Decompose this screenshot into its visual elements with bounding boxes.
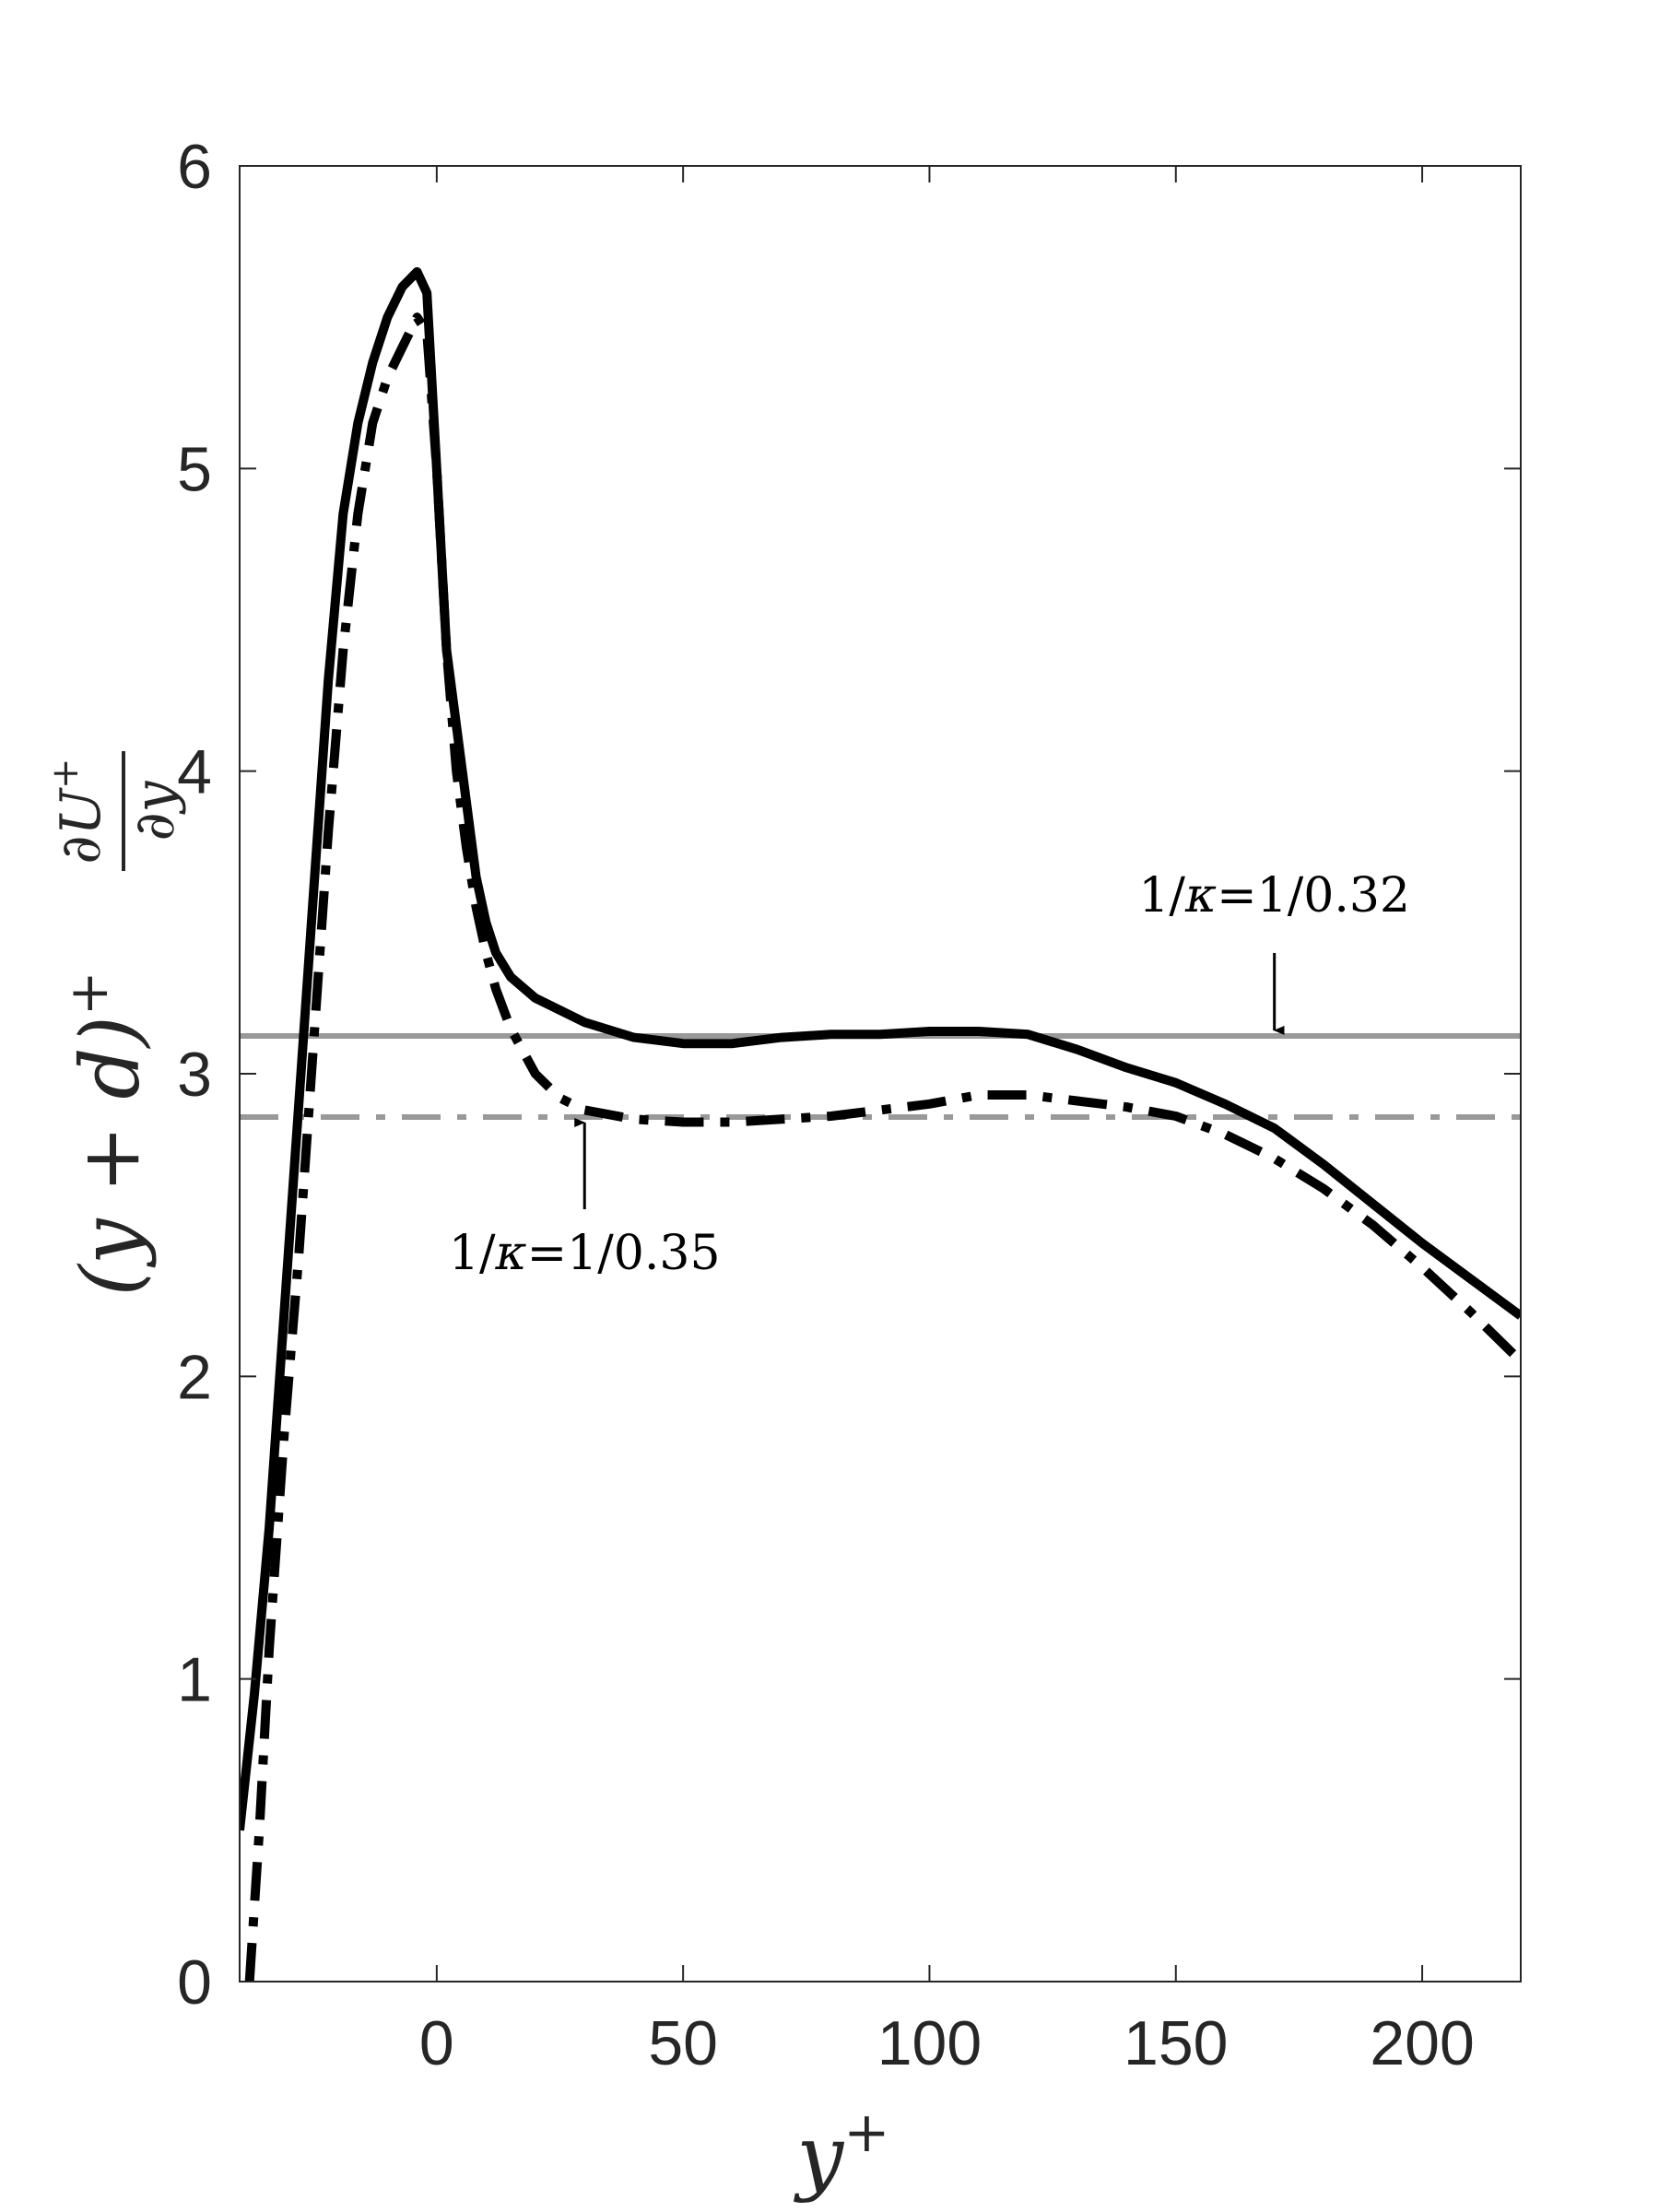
annotations: 1/κ=1/0.321/κ=1/0.35 bbox=[449, 868, 1410, 1281]
annotation-label-2: 1/κ=1/0.35 bbox=[449, 1226, 721, 1281]
y-axis-title-numerator-sup: + bbox=[44, 758, 87, 789]
y-axis-title-numerator: ∂U+ bbox=[44, 758, 113, 864]
x-tick-label: 100 bbox=[877, 2008, 982, 2078]
x-axis-ticks: 0 50 100 150 200 bbox=[419, 166, 1475, 2078]
x-tick-label: 0 bbox=[419, 2008, 454, 2078]
annotation-label-value: =1/0.35 bbox=[527, 1226, 721, 1281]
x-tick-label: 200 bbox=[1370, 2008, 1474, 2078]
series-line-1 bbox=[240, 266, 1521, 1831]
x-axis-title-sup: + bbox=[843, 2100, 889, 2165]
annotation-label-prefix: 1/ bbox=[1138, 868, 1185, 924]
y-tick-label: 2 bbox=[177, 1342, 212, 1412]
x-tick-label: 150 bbox=[1124, 2008, 1228, 2078]
y-tick-label: 4 bbox=[177, 737, 212, 807]
y-axis-title-prefix: (y + d)+ bbox=[57, 971, 158, 1297]
annotation-label-kappa: κ bbox=[494, 1226, 526, 1281]
y-tick-label: 6 bbox=[177, 132, 212, 202]
y-axis-title: (y + d)+ ∂U+ ∂y bbox=[44, 751, 187, 1297]
y-tick-label: 0 bbox=[177, 1947, 212, 2018]
y-tick-label: 5 bbox=[177, 434, 212, 504]
y-axis-title-prefix-sup: + bbox=[57, 971, 120, 1017]
x-tick-label: 50 bbox=[648, 2008, 718, 2078]
x-axis-title: y+ bbox=[793, 2100, 889, 2205]
x-axis-title-main: y bbox=[793, 2108, 844, 2205]
plot-area bbox=[240, 166, 1521, 1982]
y-axis-title-denominator: ∂y bbox=[123, 780, 187, 841]
series-layer bbox=[240, 266, 1521, 1982]
y-axis-ticks: 0 1 2 3 4 5 6 bbox=[177, 132, 1521, 2018]
y-tick-label: 3 bbox=[177, 1040, 212, 1110]
annotation-label-prefix: 1/ bbox=[449, 1226, 496, 1281]
annotation-label-kappa: κ bbox=[1184, 868, 1217, 924]
y-tick-label: 1 bbox=[177, 1645, 212, 1715]
annotation-label-1: 1/κ=1/0.32 bbox=[1138, 868, 1410, 924]
annotation-label-value: =1/0.32 bbox=[1217, 868, 1410, 924]
series-line-2 bbox=[244, 312, 1521, 1982]
y-axis-title-prefix-text: (y + d) bbox=[63, 1016, 158, 1296]
y-axis-title-numerator-text: ∂U bbox=[49, 787, 113, 865]
